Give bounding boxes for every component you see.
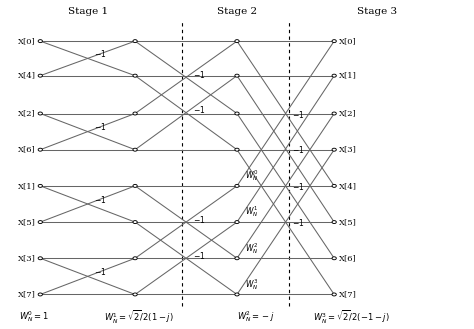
Circle shape: [133, 184, 137, 188]
Circle shape: [38, 184, 43, 188]
Text: Stage 2: Stage 2: [217, 7, 257, 16]
Circle shape: [235, 220, 239, 224]
Circle shape: [235, 39, 239, 43]
Circle shape: [38, 220, 43, 224]
Circle shape: [235, 184, 239, 188]
Text: X[3]: X[3]: [339, 146, 357, 154]
Circle shape: [133, 112, 137, 115]
Text: X[1]: X[1]: [339, 72, 357, 80]
Text: X[7]: X[7]: [339, 291, 357, 298]
Text: $-1$: $-1$: [192, 250, 205, 261]
Circle shape: [235, 74, 239, 77]
Text: X[5]: X[5]: [18, 218, 36, 226]
Circle shape: [235, 257, 239, 260]
Circle shape: [38, 148, 43, 151]
Text: $-1$: $-1$: [292, 109, 304, 120]
Text: $-1$: $-1$: [94, 266, 106, 277]
Text: X[7]: X[7]: [18, 291, 36, 298]
Text: $W_N^{0}$: $W_N^{0}$: [245, 168, 258, 183]
Text: $W_N^{3}$: $W_N^{3}$: [245, 277, 258, 292]
Circle shape: [235, 112, 239, 115]
Text: X[1]: X[1]: [18, 182, 36, 190]
Circle shape: [38, 257, 43, 260]
Circle shape: [332, 220, 336, 224]
Circle shape: [133, 293, 137, 296]
Circle shape: [235, 148, 239, 151]
Text: $-1$: $-1$: [192, 104, 205, 115]
Text: $-1$: $-1$: [292, 144, 304, 155]
Circle shape: [133, 39, 137, 43]
Text: X[3]: X[3]: [18, 254, 36, 262]
Circle shape: [38, 39, 43, 43]
Text: Stage 3: Stage 3: [357, 7, 397, 16]
Circle shape: [133, 257, 137, 260]
Circle shape: [133, 220, 137, 224]
Text: $-1$: $-1$: [292, 217, 304, 228]
Circle shape: [332, 148, 336, 151]
Circle shape: [38, 74, 43, 77]
Text: $W_N^{2}$: $W_N^{2}$: [245, 241, 258, 256]
Circle shape: [332, 257, 336, 260]
Text: $W_N^3 = \sqrt{2}/2(-1-j)$: $W_N^3 = \sqrt{2}/2(-1-j)$: [313, 308, 390, 325]
Circle shape: [332, 39, 336, 43]
Text: $-1$: $-1$: [94, 194, 106, 205]
Text: $-1$: $-1$: [192, 69, 205, 80]
Circle shape: [332, 293, 336, 296]
Text: X[0]: X[0]: [18, 37, 36, 45]
Circle shape: [38, 112, 43, 115]
Circle shape: [235, 293, 239, 296]
Text: X[2]: X[2]: [18, 110, 36, 117]
Text: X[6]: X[6]: [339, 254, 356, 262]
Text: $W_N^{1}$: $W_N^{1}$: [245, 205, 258, 219]
Circle shape: [133, 74, 137, 77]
Circle shape: [332, 74, 336, 77]
Circle shape: [38, 293, 43, 296]
Text: X[4]: X[4]: [18, 72, 36, 80]
Circle shape: [133, 148, 137, 151]
Text: $W_N^2 = -j$: $W_N^2 = -j$: [237, 309, 275, 324]
Text: $-1$: $-1$: [292, 181, 304, 192]
Text: X[2]: X[2]: [339, 110, 356, 117]
Text: X[0]: X[0]: [339, 37, 356, 45]
Text: X[6]: X[6]: [18, 146, 36, 154]
Text: X[5]: X[5]: [339, 218, 357, 226]
Text: Stage 1: Stage 1: [68, 7, 108, 16]
Circle shape: [332, 112, 336, 115]
Text: $W_N^0 = 1$: $W_N^0 = 1$: [19, 309, 49, 324]
Text: $W_N^1 = \sqrt{2}/2(1-j)$: $W_N^1 = \sqrt{2}/2(1-j)$: [104, 308, 174, 325]
Text: $-1$: $-1$: [94, 121, 106, 132]
Text: $-1$: $-1$: [94, 48, 106, 59]
Text: X[4]: X[4]: [339, 182, 357, 190]
Text: $-1$: $-1$: [192, 214, 205, 225]
Circle shape: [332, 184, 336, 188]
